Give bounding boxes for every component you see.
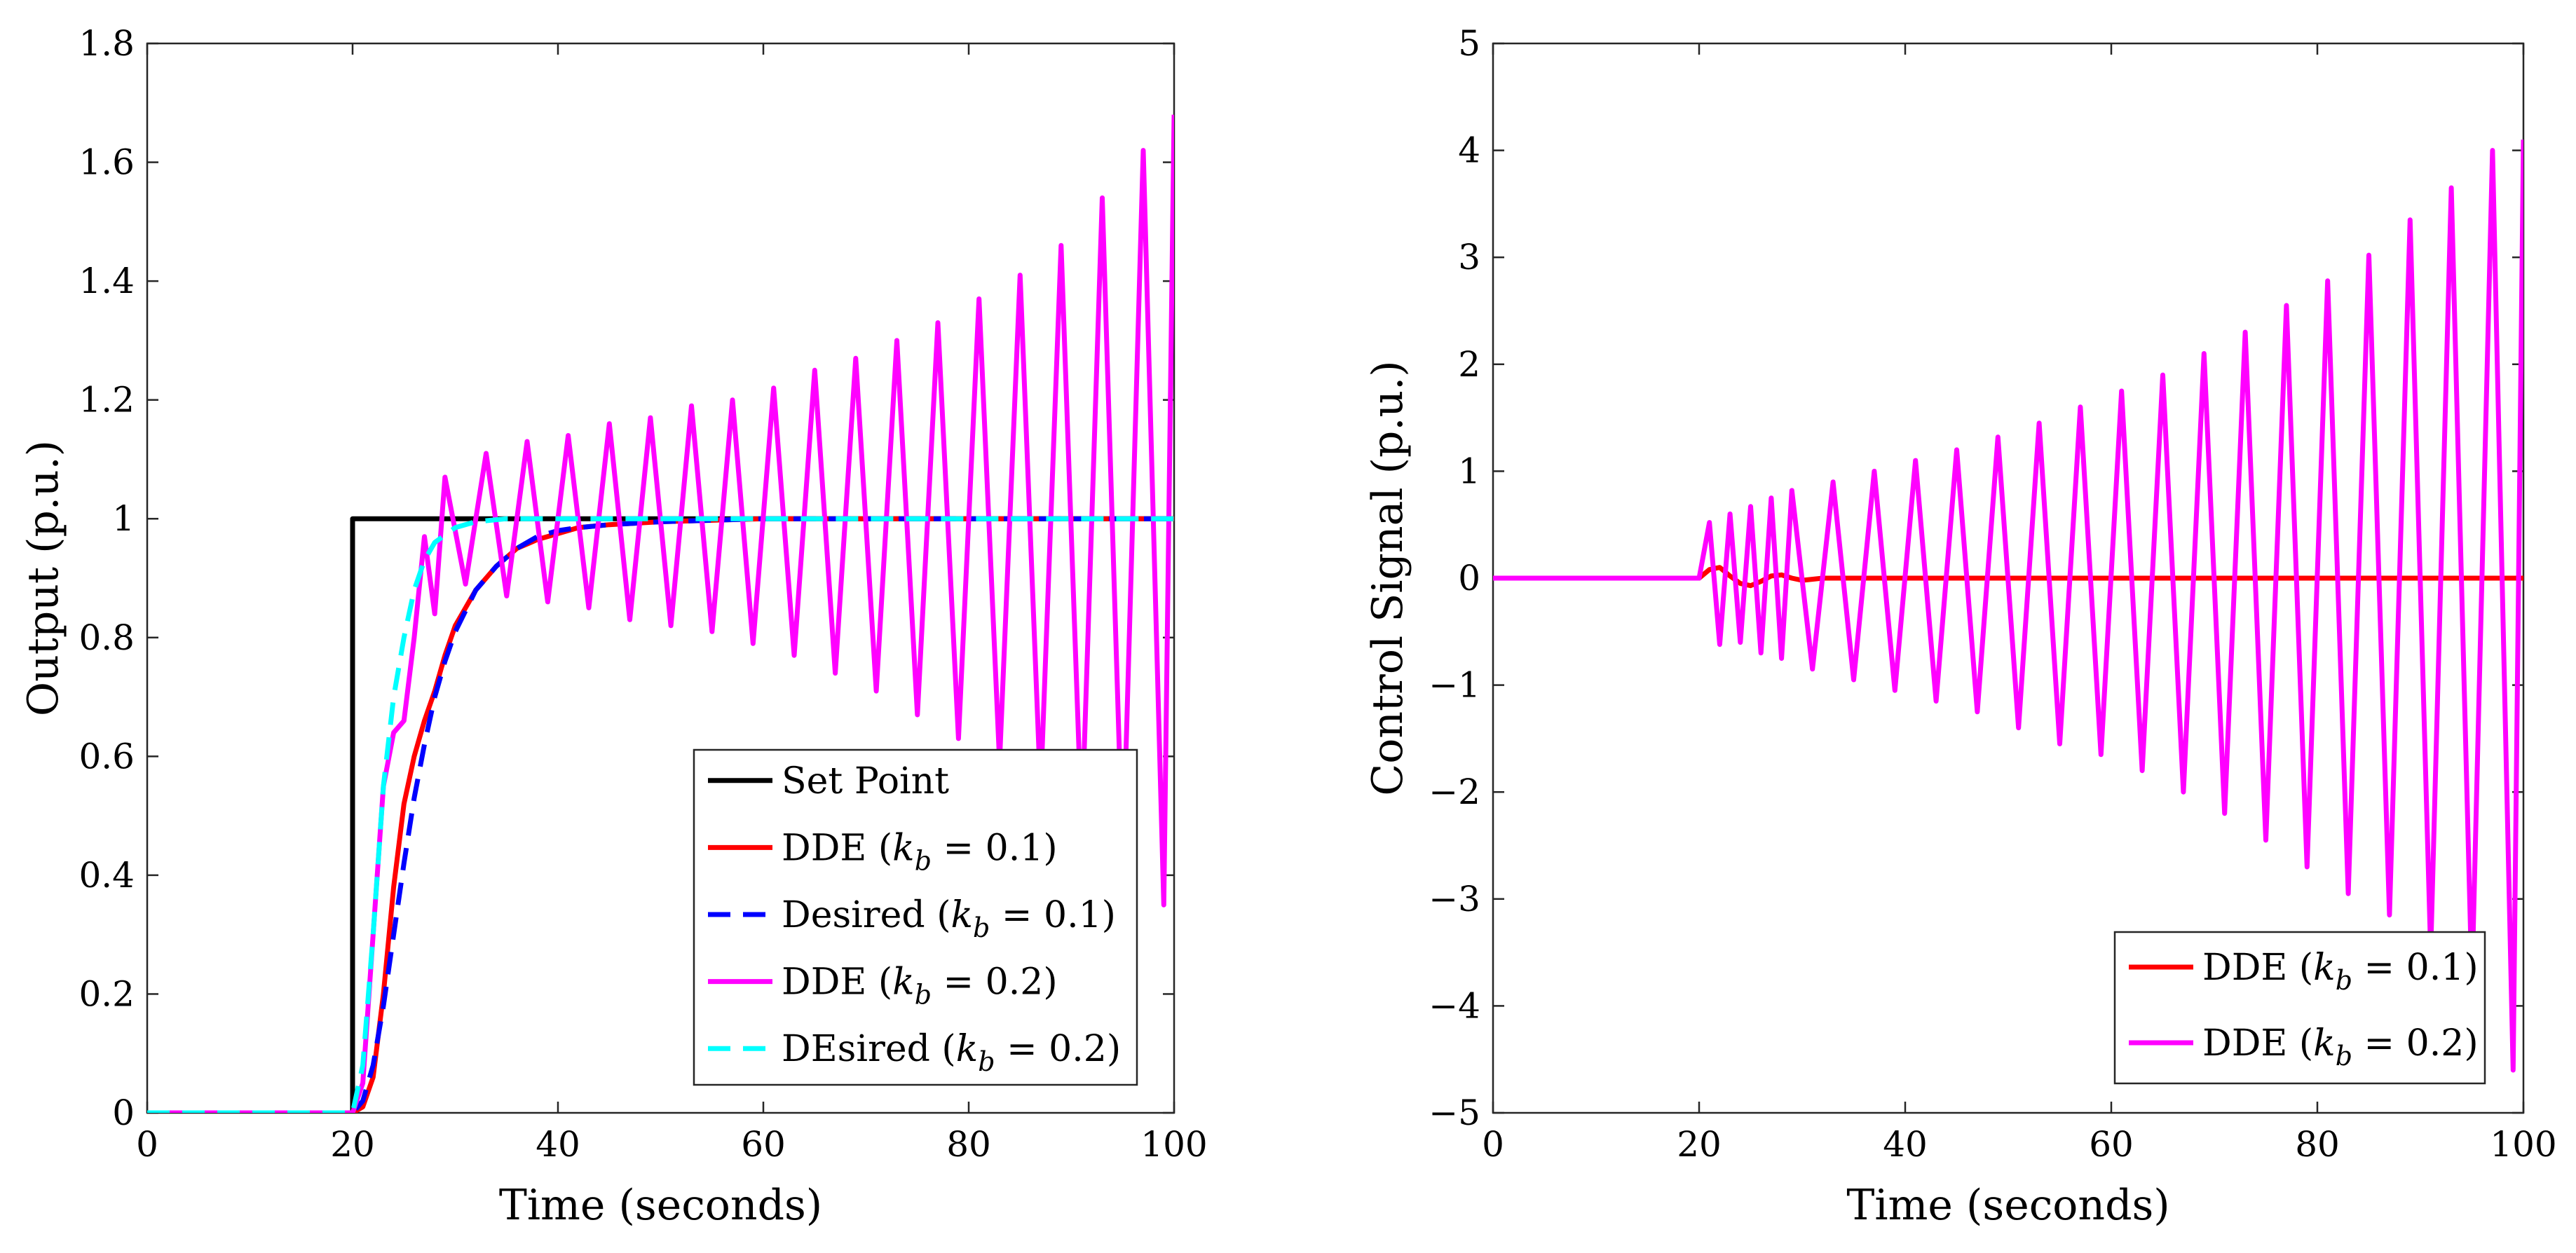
legend-symbol-k: k xyxy=(2313,947,2336,989)
x-tick-label: 100 xyxy=(1140,1124,1207,1165)
y-tick-label: 0.4 xyxy=(79,855,135,896)
legend-label-text: Desired ( xyxy=(782,894,951,936)
y-tick-label: 1.2 xyxy=(79,380,135,420)
series-line-2 xyxy=(1493,139,2523,1073)
y-tick-label: −2 xyxy=(1429,772,1480,812)
legend-symbol-k: k xyxy=(892,827,915,869)
chart-1: 0 20 40 60 80 100 0 0.2 0.4 0.6 0.8 1 1.2 1.4 1.6 1.8 Ti… xyxy=(19,23,1208,1230)
legend-label-text: Set Point xyxy=(782,760,949,802)
x-tick-label: 60 xyxy=(741,1124,786,1165)
legend-label-4: DDE (kb = 0.2) xyxy=(782,961,1058,1011)
x-tick-label: 100 xyxy=(2490,1124,2556,1165)
legend-label-value: = 0.2) xyxy=(932,961,1058,1004)
y-tick-label: 2 xyxy=(1458,344,1480,385)
y-tick-label: 1.8 xyxy=(79,23,135,64)
legend-symbol-k: k xyxy=(951,894,974,936)
x-tick-label: 0 xyxy=(1482,1124,1504,1165)
series-line-5 xyxy=(147,516,1174,1113)
y-tick-label: 4 xyxy=(1458,130,1480,171)
legend-symbol-k: k xyxy=(2313,1022,2336,1064)
legend-label-value: = 0.2) xyxy=(995,1028,1122,1070)
legend-label-5: DEsired (kb = 0.2) xyxy=(782,1028,1121,1077)
x-tick-label: 20 xyxy=(330,1124,375,1165)
legend-label-text: DDE ( xyxy=(2202,947,2313,989)
legend-symbol-b: b xyxy=(973,912,990,943)
y-tick-label: 1.6 xyxy=(79,142,135,183)
y-tick-label: −3 xyxy=(1429,879,1480,919)
x-tick-label: 40 xyxy=(536,1124,580,1165)
x-axis-label: Time (seconds) xyxy=(499,1181,822,1230)
legend-box xyxy=(2113,931,2486,1085)
x-axis-label: Time (seconds) xyxy=(1846,1181,2169,1230)
legend-label-3: Desired (kb = 0.1) xyxy=(782,894,1116,943)
legend-label-value: = 0.2) xyxy=(2352,1022,2479,1064)
series-line-3 xyxy=(147,516,1174,1113)
legend-symbol-k: k xyxy=(956,1028,979,1070)
x-tick-label: 0 xyxy=(136,1124,158,1165)
y-tick-label: 0.6 xyxy=(79,736,135,776)
y-tick-label: 0.2 xyxy=(79,973,135,1014)
legend-label-2: DDE (kb = 0.2) xyxy=(2202,1022,2479,1071)
legend-label-text: DDE ( xyxy=(782,961,892,1004)
y-tick-label: 1.4 xyxy=(79,261,135,301)
axes-box xyxy=(146,42,1175,1114)
y-axis-label: Control Signal (p.u.) xyxy=(1363,360,1412,795)
y-tick-label: 0 xyxy=(112,1093,135,1133)
legend-symbol-b: b xyxy=(915,980,932,1011)
legend-label-text: DEsired ( xyxy=(782,1028,956,1070)
y-tick-label: 3 xyxy=(1458,237,1480,278)
x-tick-label: 40 xyxy=(1883,1124,1928,1165)
legend-label-value: = 0.1) xyxy=(990,894,1116,936)
legend-symbol-b: b xyxy=(2336,965,2352,996)
plot-area xyxy=(1493,139,2523,1073)
legend-symbol-b: b xyxy=(915,845,932,876)
legend: DDE (kb = 0.1)DDE (kb = 0.2) xyxy=(2113,931,2486,1085)
x-tick-label: 80 xyxy=(2295,1124,2340,1165)
y-tick-label: −4 xyxy=(1429,985,1480,1026)
legend-box xyxy=(693,748,1138,1086)
legend-label-text: DDE ( xyxy=(782,827,892,869)
x-tick-label: 60 xyxy=(2089,1124,2134,1165)
legend-label-value: = 0.1) xyxy=(932,827,1058,869)
x-tick-label: 80 xyxy=(946,1124,991,1165)
legend-symbol-k: k xyxy=(892,961,915,1004)
y-tick-label: 1 xyxy=(1458,451,1480,491)
legend-label-text: DDE ( xyxy=(2202,1022,2313,1064)
plot-area xyxy=(147,114,1174,1113)
y-tick-label: 0 xyxy=(1458,558,1480,598)
legend-label-value: = 0.1) xyxy=(2352,947,2479,989)
legend-symbol-b: b xyxy=(2336,1041,2352,1071)
y-tick-label: 5 xyxy=(1458,23,1480,64)
y-tick-label: 1 xyxy=(112,498,135,539)
chart-2: 0 20 40 60 80 100 −5 −4 −3 −2 −1 0 1 2 3 4 5 Time (second… xyxy=(1363,23,2557,1230)
legend-label-1: Set Point xyxy=(782,760,949,802)
y-tick-label: −1 xyxy=(1429,665,1480,706)
x-tick-label: 20 xyxy=(1677,1124,1722,1165)
legend-label-2: DDE (kb = 0.1) xyxy=(782,827,1058,876)
y-tick-label: −5 xyxy=(1429,1093,1480,1133)
legend-label-1: DDE (kb = 0.1) xyxy=(2202,947,2479,996)
y-axis-label: Output (p.u.) xyxy=(19,440,68,716)
y-tick-label: 0.8 xyxy=(79,617,135,658)
legend-symbol-b: b xyxy=(978,1046,995,1077)
